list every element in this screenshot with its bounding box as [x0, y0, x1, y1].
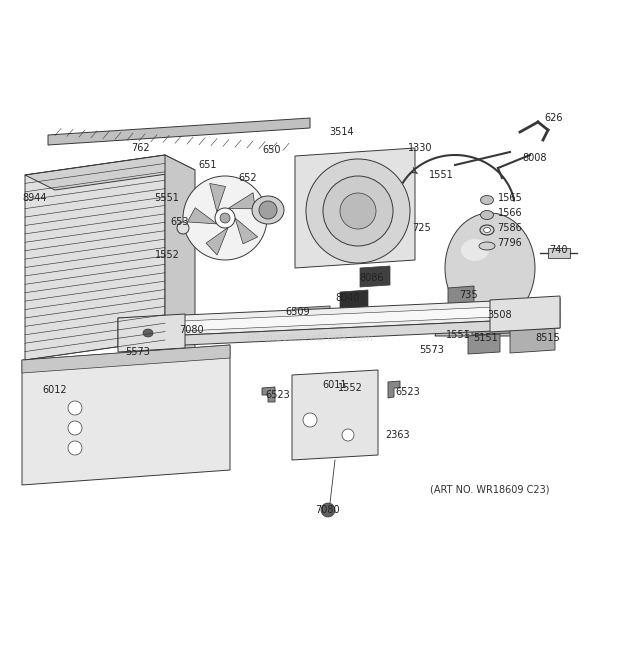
Polygon shape: [388, 381, 400, 398]
Circle shape: [215, 208, 235, 228]
Polygon shape: [118, 298, 560, 338]
Polygon shape: [206, 227, 228, 255]
Ellipse shape: [143, 329, 153, 337]
Polygon shape: [22, 345, 230, 485]
Polygon shape: [468, 334, 500, 354]
Circle shape: [68, 441, 82, 455]
Text: 725: 725: [413, 223, 432, 233]
Polygon shape: [490, 296, 560, 332]
Ellipse shape: [445, 213, 535, 323]
Text: 1552: 1552: [154, 250, 179, 260]
Polygon shape: [165, 155, 195, 355]
Text: 5573: 5573: [126, 347, 151, 357]
Text: 1551: 1551: [446, 330, 471, 340]
Polygon shape: [22, 345, 230, 373]
Text: eReplacementParts.com: eReplacementParts.com: [246, 333, 374, 343]
Text: 652: 652: [239, 173, 257, 183]
Text: 6012: 6012: [43, 385, 68, 395]
Text: 6523: 6523: [396, 387, 420, 397]
Circle shape: [340, 193, 376, 229]
Polygon shape: [138, 305, 540, 333]
Text: (ART NO. WR18609 C23): (ART NO. WR18609 C23): [430, 485, 550, 495]
Circle shape: [68, 421, 82, 435]
Text: 1552: 1552: [337, 383, 363, 393]
Text: 626: 626: [545, 113, 563, 123]
Circle shape: [306, 159, 410, 263]
Text: 1330: 1330: [408, 143, 432, 153]
Polygon shape: [292, 370, 378, 460]
Text: 8944: 8944: [23, 193, 47, 203]
Text: 1566: 1566: [498, 208, 522, 218]
Ellipse shape: [484, 227, 490, 233]
Polygon shape: [25, 155, 195, 190]
Polygon shape: [25, 155, 165, 360]
Circle shape: [220, 213, 230, 223]
Ellipse shape: [479, 242, 495, 250]
Text: 650: 650: [263, 145, 281, 155]
Text: 3514: 3514: [330, 127, 354, 137]
Text: 762: 762: [131, 143, 149, 153]
Polygon shape: [295, 306, 330, 330]
Ellipse shape: [480, 196, 494, 204]
Text: 5551: 5551: [154, 193, 179, 203]
Ellipse shape: [480, 210, 494, 219]
Text: 7080: 7080: [316, 505, 340, 515]
Text: 8515: 8515: [536, 333, 560, 343]
Ellipse shape: [461, 239, 489, 261]
Text: 735: 735: [459, 290, 477, 300]
Text: 2363: 2363: [386, 430, 410, 440]
Polygon shape: [48, 118, 310, 145]
Text: 8008: 8008: [523, 153, 547, 163]
Ellipse shape: [252, 196, 284, 224]
Circle shape: [68, 401, 82, 415]
Text: 740: 740: [549, 245, 567, 255]
Text: 6523: 6523: [265, 390, 290, 400]
Text: 3508: 3508: [488, 310, 512, 320]
Text: 653: 653: [170, 217, 189, 227]
Text: 8086: 8086: [360, 273, 384, 283]
Polygon shape: [210, 184, 226, 212]
Polygon shape: [228, 193, 255, 209]
Polygon shape: [472, 305, 530, 335]
Polygon shape: [118, 318, 560, 348]
Circle shape: [323, 176, 393, 246]
Circle shape: [183, 176, 267, 260]
Circle shape: [342, 429, 354, 441]
Polygon shape: [510, 325, 555, 353]
Polygon shape: [360, 266, 390, 287]
Circle shape: [343, 383, 353, 393]
Text: 7796: 7796: [498, 238, 523, 248]
Text: 1551: 1551: [428, 170, 453, 180]
Polygon shape: [235, 218, 258, 244]
Polygon shape: [295, 148, 415, 268]
Polygon shape: [340, 290, 368, 310]
Text: 6509: 6509: [286, 307, 311, 317]
Text: 7586: 7586: [498, 223, 523, 233]
Circle shape: [177, 222, 189, 234]
Polygon shape: [262, 387, 275, 402]
Text: 1565: 1565: [498, 193, 523, 203]
Polygon shape: [548, 248, 570, 258]
Polygon shape: [118, 314, 185, 352]
Text: 6011: 6011: [323, 380, 347, 390]
Text: 651: 651: [199, 160, 217, 170]
Circle shape: [321, 503, 335, 517]
Text: 5151: 5151: [474, 333, 498, 343]
Text: 5573: 5573: [420, 345, 445, 355]
Circle shape: [259, 201, 277, 219]
Text: 8040: 8040: [336, 293, 360, 303]
Circle shape: [303, 413, 317, 427]
Polygon shape: [187, 208, 217, 224]
Text: 7080: 7080: [180, 325, 205, 335]
Polygon shape: [435, 320, 545, 336]
Polygon shape: [448, 286, 474, 307]
